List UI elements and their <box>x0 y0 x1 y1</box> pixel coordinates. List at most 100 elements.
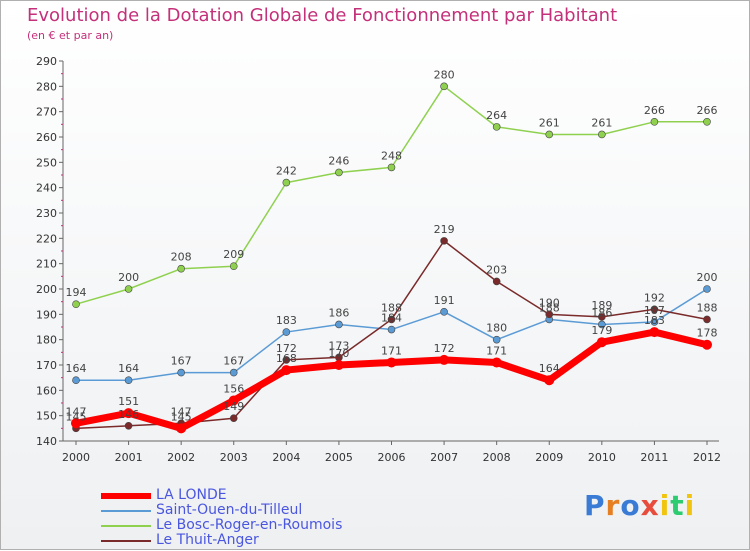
y-tick-label: 290 <box>36 55 57 68</box>
logo-letter: i <box>659 489 671 522</box>
x-tick-label: 2009 <box>535 451 563 464</box>
x-tick-label: 2010 <box>588 451 616 464</box>
data-point <box>177 368 185 377</box>
data-label: 261 <box>591 116 612 129</box>
data-label: 188 <box>381 301 402 314</box>
data-point <box>282 356 291 364</box>
data-point <box>439 354 450 365</box>
data-point <box>492 335 501 344</box>
data-label: 172 <box>434 342 455 355</box>
data-point <box>72 376 80 385</box>
data-point <box>440 307 448 316</box>
data-point <box>124 376 133 385</box>
data-point <box>124 421 133 430</box>
data-label: 149 <box>223 400 244 413</box>
legend-swatch <box>101 525 151 527</box>
data-label: 170 <box>328 347 349 360</box>
data-label: 171 <box>486 344 507 357</box>
data-label: 264 <box>486 109 507 122</box>
data-point <box>333 360 344 370</box>
legend-label: Saint-Ouen-du-Tilleul <box>156 502 303 518</box>
data-label: 164 <box>539 362 560 375</box>
data-label: 184 <box>381 312 402 325</box>
x-tick-label: 2007 <box>430 451 458 464</box>
data-label: 261 <box>539 116 560 129</box>
data-point <box>282 178 291 187</box>
x-tick-label: 2003 <box>220 451 248 464</box>
data-label: 187 <box>644 304 665 317</box>
y-tick-label: 170 <box>36 359 57 372</box>
logo-letter: x <box>640 489 660 522</box>
y-tick-label: 150 <box>36 410 57 423</box>
data-point <box>282 328 291 336</box>
data-point <box>492 123 501 131</box>
x-tick-label: 2012 <box>693 451 721 464</box>
data-label: 190 <box>539 296 560 309</box>
y-tick-label: 240 <box>36 182 57 195</box>
data-point <box>596 337 607 348</box>
data-label: 171 <box>381 344 402 357</box>
data-point <box>650 318 659 326</box>
data-point <box>177 264 185 273</box>
data-point <box>124 285 133 293</box>
data-label: 203 <box>486 263 507 276</box>
y-tick-label: 220 <box>36 232 57 245</box>
data-label: 183 <box>644 314 665 327</box>
data-label: 186 <box>328 306 349 319</box>
data-label: 192 <box>644 291 665 304</box>
data-label: 145 <box>66 410 87 423</box>
y-tick-label: 270 <box>36 106 57 119</box>
data-point <box>387 325 396 334</box>
x-tick-label: 2005 <box>325 451 353 464</box>
data-point <box>545 310 554 319</box>
data-point <box>544 375 555 386</box>
data-point <box>598 130 606 139</box>
data-label: 168 <box>276 352 297 365</box>
data-label: 164 <box>66 362 87 375</box>
data-point <box>335 320 343 329</box>
x-tick-label: 2001 <box>115 451 143 464</box>
data-label: 194 <box>66 286 87 299</box>
data-point <box>703 285 711 293</box>
logo-letter: i <box>684 489 696 522</box>
legend-label: Le Thuit-Anger <box>156 532 259 548</box>
legend-label: Le Bosc-Roger-en-Roumois <box>156 517 343 533</box>
y-tick-label: 280 <box>36 80 57 93</box>
data-point <box>440 237 448 245</box>
data-label: 280 <box>434 68 455 81</box>
data-label: 266 <box>644 104 665 117</box>
legend-label: LA LONDE <box>156 487 227 503</box>
x-tick-label: 2006 <box>378 451 406 464</box>
data-label: 189 <box>591 299 612 312</box>
data-label: 208 <box>171 251 192 264</box>
data-point <box>650 305 659 314</box>
data-point <box>387 163 396 172</box>
data-label: 147 <box>171 405 192 418</box>
legend-swatch <box>101 510 151 512</box>
series-line-le-thuit-anger <box>75 240 708 430</box>
x-tick-label: 2002 <box>167 451 195 464</box>
logo-letter: r <box>605 489 621 522</box>
data-point <box>281 365 292 376</box>
data-label: 183 <box>276 314 297 327</box>
data-point <box>228 395 239 406</box>
data-point <box>492 277 501 286</box>
data-label: 146 <box>118 408 139 421</box>
data-label: 151 <box>118 395 139 408</box>
x-tick-label: 2000 <box>62 451 90 464</box>
data-label: 209 <box>223 248 244 261</box>
data-label: 219 <box>434 223 455 236</box>
data-label: 147 <box>66 405 87 418</box>
y-tick-label: 190 <box>36 308 57 321</box>
data-point <box>703 118 711 126</box>
data-point <box>229 414 238 423</box>
x-tick-label: 2008 <box>483 451 511 464</box>
data-point <box>440 82 448 91</box>
data-label: 179 <box>591 324 612 337</box>
proxiti-logo: Proxiti <box>584 489 695 522</box>
data-point <box>386 357 397 368</box>
y-tick-label: 230 <box>36 207 57 220</box>
data-point <box>72 300 80 309</box>
data-point <box>335 168 343 177</box>
data-point <box>229 368 238 377</box>
